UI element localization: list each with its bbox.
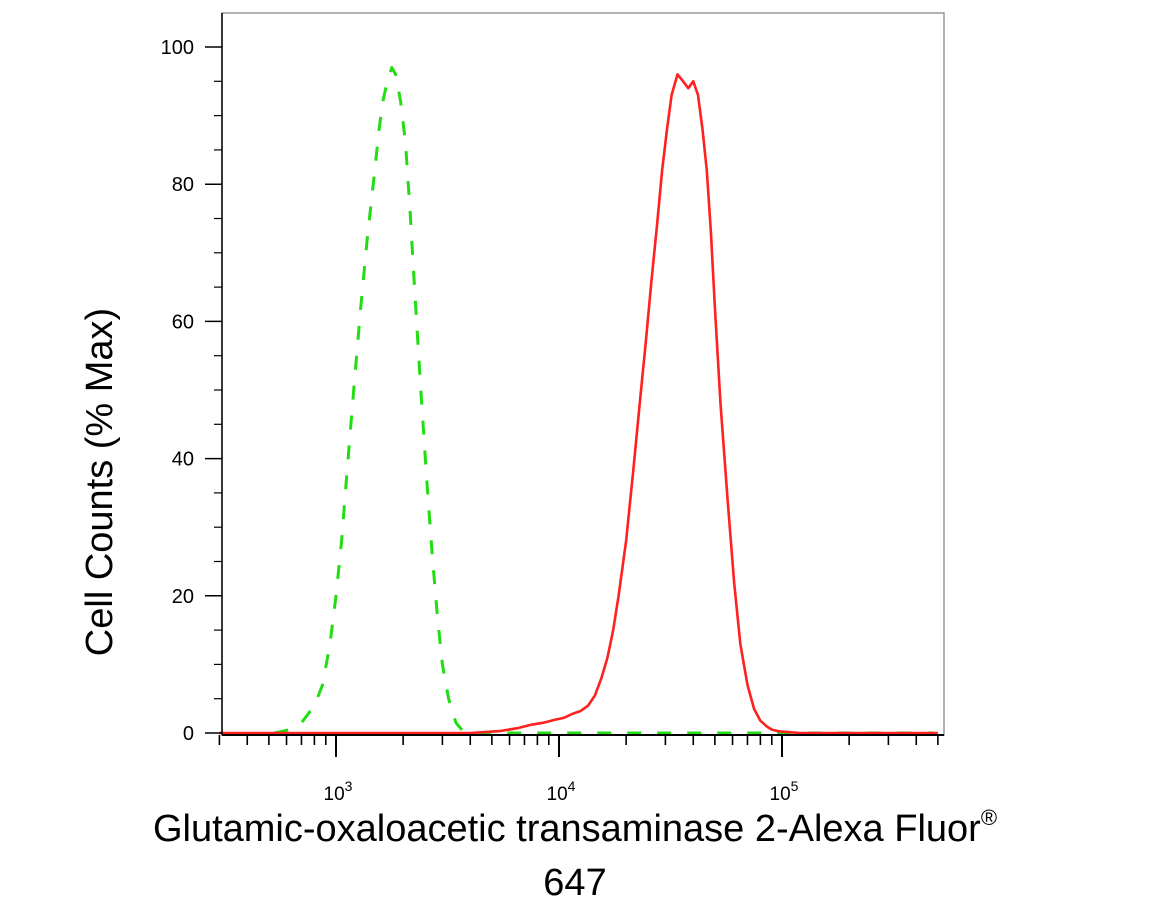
y-tick-label: 80 <box>172 174 194 196</box>
stained-histogram-line <box>219 73 938 735</box>
y-axis-title: Cell Counts (% Max) <box>79 308 121 656</box>
x-axis-title-main: Glutamic-oxaloacetic transaminase 2-Alex… <box>153 808 981 850</box>
y-tick-label: 100 <box>161 37 194 59</box>
y-tick-label: 60 <box>172 311 194 333</box>
plot-frame <box>221 12 945 736</box>
x-axis-title: Glutamic-oxaloacetic transaminase 2-Alex… <box>153 805 997 850</box>
x-axis-title-line2: 647 <box>543 862 606 904</box>
x-axis-title-registered-mark: ® <box>981 805 997 830</box>
control-histogram-line <box>274 66 934 735</box>
x-tick-label: 104 <box>547 778 576 805</box>
y-tick-label: 0 <box>183 723 194 745</box>
y-tick-label: 40 <box>172 449 194 471</box>
x-tick-label: 103 <box>324 778 353 805</box>
y-tick-label: 20 <box>172 586 194 608</box>
x-tick-label: 105 <box>770 778 799 805</box>
